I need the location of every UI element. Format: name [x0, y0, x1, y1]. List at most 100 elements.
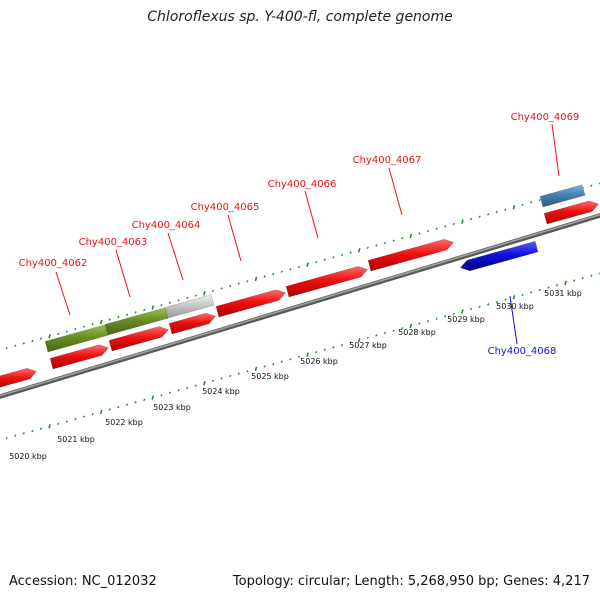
- outer-scale-minor-tick: [323, 258, 326, 261]
- map-title: Chloroflexus sp. Y-400-fl, complete geno…: [147, 9, 453, 25]
- outer-scale-major-tick: [357, 247, 361, 253]
- inner-scale-minor-tick: [82, 415, 86, 418]
- gene-leader-line: [55, 271, 71, 316]
- outer-scale-minor-tick: [383, 241, 387, 245]
- outer-scale-minor-tick: [194, 294, 197, 297]
- label-layer: Chy400_4062 Chy400_4063 Chy400_4064 Chy400_…: [9, 112, 582, 461]
- inner-scale-minor-tick: [297, 355, 301, 359]
- gene-label-chy400-4064: Chy400_4064: [132, 220, 201, 231]
- inner-scale-minor-tick: [65, 420, 68, 423]
- backbone-track: [0, 213, 600, 399]
- inner-scale-minor-tick: [108, 408, 111, 411]
- gene-leader-line: [115, 249, 131, 298]
- inner-scale-minor-tick: [194, 384, 197, 387]
- cds-arrow-chy400-4063: [108, 326, 170, 352]
- outer-scale-minor-tick: [297, 265, 301, 269]
- outer-scale-minor-tick: [220, 287, 223, 290]
- outer-scale-major-tick: [306, 262, 309, 267]
- inner-scale-minor-tick: [125, 403, 129, 406]
- outer-scale-minor-tick: [538, 198, 541, 202]
- inner-scale-minor-tick: [590, 274, 593, 277]
- inner-scale-major-tick: [512, 294, 516, 300]
- kbp-label: 5024 kbp: [202, 387, 240, 396]
- kbp-label: 5026 kbp: [300, 357, 338, 366]
- inner-scale-minor-tick: [22, 432, 25, 435]
- inner-scale-minor-tick: [581, 276, 584, 280]
- inner-scale-minor-tick: [487, 303, 490, 306]
- inner-scale-minor-tick: [392, 329, 395, 332]
- inner-scale-minor-tick: [246, 370, 249, 373]
- topology-text: Topology: circular; Length: 5,268,950 bp…: [232, 574, 590, 589]
- inner-scale-minor-tick: [168, 391, 172, 394]
- pseudo-block-chy400-4064: [164, 294, 215, 319]
- gene-leader-line: [551, 123, 560, 177]
- inner-scale-major-tick: [357, 337, 361, 343]
- inner-scale-major-tick: [461, 309, 464, 314]
- gene-label-chy400-4066: Chy400_4066: [268, 179, 337, 190]
- outer-scale-minor-tick: [74, 327, 77, 331]
- gene-label-chy400-4065: Chy400_4065: [191, 202, 260, 213]
- inner-scale-minor-tick: [272, 362, 275, 366]
- inner-scale-major-tick: [203, 380, 206, 386]
- kbp-label: 5027 kbp: [349, 341, 387, 350]
- outer-scale-minor-tick: [177, 299, 180, 302]
- outer-scale-minor-tick: [134, 311, 137, 314]
- inner-scale-major-tick: [99, 409, 103, 415]
- inner-scale-minor-tick: [315, 350, 318, 354]
- inner-scale-major-tick: [48, 423, 51, 429]
- inner-scale-minor-tick: [186, 386, 189, 390]
- cds-arrow-chy400-4062: [49, 344, 110, 370]
- outer-scale-minor-tick: [272, 272, 275, 276]
- outer-scale-minor-tick: [426, 229, 430, 233]
- inner-scale-minor-tick: [478, 305, 481, 308]
- outer-scale-minor-tick: [487, 213, 490, 216]
- rna-block-chy400-4063: [104, 307, 169, 336]
- inner-scale-minor-tick: [426, 319, 430, 323]
- inner-scale-major-tick: [409, 323, 413, 329]
- outer-scale-minor-tick: [237, 282, 240, 285]
- outer-scale-minor-tick: [31, 339, 34, 343]
- outer-scale-minor-tick: [57, 332, 60, 336]
- inner-scale-minor-tick: [547, 286, 550, 289]
- inner-scale-minor-tick: [530, 291, 533, 294]
- inner-scale-minor-tick: [229, 374, 232, 378]
- kbp-label: 5025 kbp: [251, 372, 289, 381]
- kbp-label: 5028 kbp: [398, 328, 436, 337]
- outer-scale-major-tick: [203, 290, 206, 296]
- inner-scale-minor-tick: [280, 360, 283, 363]
- inner-scale-minor-tick: [134, 401, 137, 404]
- trna-block-chy400-4069: [539, 184, 586, 208]
- outer-scale-minor-tick: [444, 225, 447, 228]
- outer-scale-minor-tick: [315, 260, 318, 264]
- outer-scale-minor-tick: [125, 313, 129, 316]
- outer-scale-major-tick: [512, 204, 516, 210]
- accession-text: Accession: NC_012032: [9, 574, 157, 589]
- outer-scale-minor-tick: [229, 284, 232, 288]
- cds-arrow-chy400-4065: [215, 289, 287, 318]
- kbp-label: 5020 kbp: [9, 452, 47, 461]
- outer-scale-minor-tick: [160, 303, 163, 307]
- outer-scale-major-tick: [151, 305, 155, 310]
- inner-scale-minor-tick: [504, 298, 507, 301]
- cds-arrow-chy400-4068: [459, 240, 539, 272]
- inner-scale-minor-tick: [263, 365, 266, 368]
- cds-arrow-chy400-4066: [285, 266, 369, 298]
- outer-scale-major-tick: [254, 276, 258, 282]
- inner-scale-minor-tick: [538, 288, 541, 292]
- outer-scale-major-tick: [99, 319, 103, 325]
- cds-arrow-chy400-4064: [168, 312, 217, 335]
- outer-scale-major-tick: [409, 233, 413, 239]
- inner-scale-minor-tick: [573, 279, 576, 282]
- gene-label-chy400-4067: Chy400_4067: [353, 155, 422, 166]
- inner-scale-minor-tick: [220, 377, 223, 380]
- inner-scale-minor-tick: [14, 434, 17, 437]
- kbp-label: 5022 kbp: [105, 418, 143, 427]
- outer-scale-minor-tick: [435, 227, 438, 230]
- outer-scale-major-tick: [461, 219, 464, 224]
- scale-ticks: [5, 182, 600, 440]
- inner-scale-minor-tick: [160, 393, 163, 397]
- inner-scale-minor-tick: [289, 358, 292, 361]
- inner-scale-minor-tick: [31, 429, 34, 433]
- inner-scale-minor-tick: [332, 346, 335, 349]
